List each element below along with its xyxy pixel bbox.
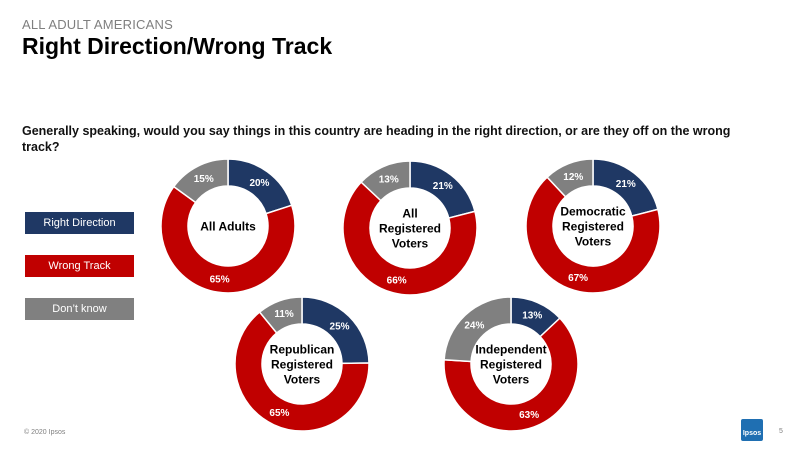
slice-label: 12%: [563, 172, 583, 183]
slice-label: 65%: [269, 408, 289, 419]
slice-label: 15%: [194, 174, 214, 185]
slice-don-t-know: [258, 296, 303, 335]
slice-label: 24%: [464, 321, 484, 332]
copyright: © 2020 Ipsos: [24, 429, 66, 436]
slice-label: 63%: [519, 410, 539, 421]
legend-dont-know: Don’t know: [25, 298, 134, 320]
legend-wrong-track: Wrong Track: [25, 255, 134, 277]
slice-label: 21%: [616, 179, 636, 190]
legend-right-direction: Right Direction: [25, 212, 134, 234]
slice-label: 65%: [210, 274, 230, 285]
slice-wrong-track: [443, 317, 579, 432]
slice-wrong-track: [342, 181, 478, 296]
slice-label: 21%: [433, 181, 453, 192]
slice-don-t-know: [360, 160, 411, 202]
donut-center-label: Registered: [480, 358, 542, 372]
donut-chart-1: 20% 65% 15% All Adults: [160, 158, 296, 294]
slice-don-t-know: [443, 296, 512, 363]
section-kicker: ALL ADULT AMERICANS: [22, 17, 173, 32]
slice-label: 25%: [330, 321, 350, 332]
donut-center-label: Voters: [493, 373, 530, 387]
slice-don-t-know: [546, 158, 594, 198]
donut-center-label: Republican: [270, 343, 335, 357]
page-number: 5: [779, 428, 783, 435]
donut-center-label: Democratic: [560, 205, 626, 219]
slice-wrong-track: [525, 176, 661, 294]
donut-center-label: Registered: [379, 222, 441, 236]
donut-center-label: Voters: [392, 237, 429, 251]
slice-label: 11%: [274, 309, 294, 320]
survey-question: Generally speaking, would you say things…: [22, 124, 731, 154]
donut-center-label: Independent: [475, 343, 546, 357]
donut-center-label: All Adults: [200, 220, 256, 234]
page-title: Right Direction/Wrong Track: [22, 33, 333, 59]
donut-center-label: Voters: [575, 235, 612, 249]
slice-label: 66%: [387, 275, 407, 286]
slice-label: 13%: [379, 174, 399, 185]
donut-center-label: All: [402, 207, 417, 221]
ipsos-logo: Ipsos: [741, 419, 763, 441]
slice-wrong-track: [160, 185, 296, 294]
donut-center-label: Registered: [271, 358, 333, 372]
donut-center-label: Voters: [284, 373, 321, 387]
slice-don-t-know: [172, 158, 229, 204]
slice-label: 13%: [522, 310, 542, 321]
slice-label: 67%: [568, 273, 588, 284]
donut-center-label: Registered: [562, 220, 624, 234]
slice-wrong-track: [234, 311, 370, 432]
slice-label: 20%: [249, 178, 269, 189]
